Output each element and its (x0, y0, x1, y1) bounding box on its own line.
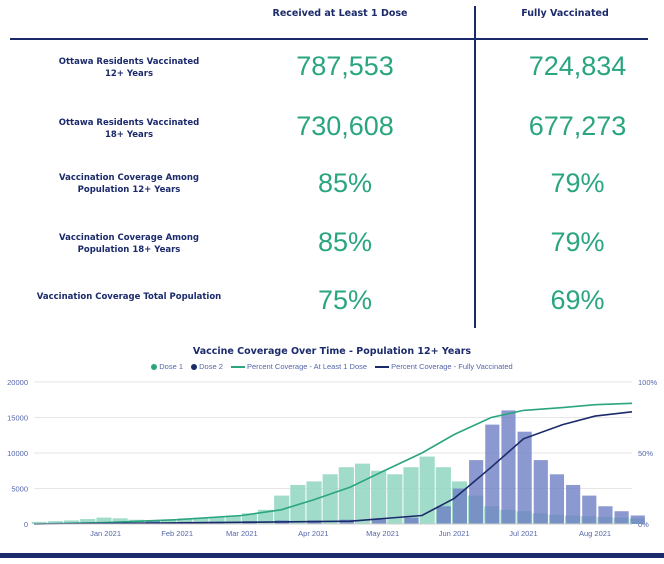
row-label-residents-18plus: Ottawa Residents Vaccinated 18+ Years (14, 117, 244, 141)
bar-dose1 (209, 516, 225, 524)
value-dose1-residents-18plus: 730,608 (296, 111, 394, 141)
value-dose1-coverage-18plus: 85% (317, 227, 373, 257)
row-label-line2: 12+ Years (104, 69, 154, 79)
row-label-coverage-18plus: Vaccination Coverage Among Population 18… (14, 232, 244, 256)
y2-tick-label: 100% (638, 378, 658, 387)
bar-dose1 (354, 463, 371, 524)
row-label-line1: Vaccination Coverage Among (59, 233, 199, 243)
row-label-line1: Ottawa Residents Vaccinated (58, 118, 200, 128)
x-tick-label: Aug 2021 (579, 529, 611, 538)
bar-dose1 (193, 517, 209, 524)
legend-label: Percent Coverage - At Least 1 Dose (246, 362, 368, 371)
bar-dose2 (517, 431, 532, 524)
bar-dose1 (112, 518, 128, 524)
header-divider (10, 38, 648, 40)
bar-dose1 (160, 519, 177, 524)
bar-dose2 (549, 474, 565, 524)
row-label-line2: Population 12+ Years (77, 185, 181, 195)
bar-dose2 (372, 519, 387, 524)
bar-dose1 (177, 518, 193, 524)
bar-dose2 (614, 511, 629, 524)
value-dose1-residents-12plus: 787,553 (296, 51, 394, 81)
line-coverage-full (33, 411, 633, 525)
column-divider (474, 6, 476, 328)
row-label-line1: Vaccination Coverage Among (59, 173, 199, 183)
bar-dose1 (225, 515, 241, 524)
column-header-dose1: Received at Least 1 Dose (272, 8, 408, 19)
bar-dose2 (582, 495, 597, 524)
value-full-coverage-total: 69% (550, 285, 605, 315)
value-full-residents-12plus: 724,834 (528, 51, 627, 81)
y-tick-label: 15000 (7, 414, 28, 423)
legend-label: Percent Coverage - Fully Vaccinated (391, 362, 513, 371)
legend-item-coverage-full[interactable]: Percent Coverage - Fully Vaccinated (375, 362, 513, 371)
line-coverage-dose1 (33, 402, 633, 525)
y-tick-label: 20000 (7, 378, 28, 387)
legend-swatch-coverage-dose1 (230, 366, 245, 369)
bar-dose1 (322, 474, 338, 524)
x-tick-label: May 2021 (366, 529, 399, 538)
x-tick-label: Feb 2021 (161, 529, 193, 538)
column-header-fully-vaccinated: Fully Vaccinated (521, 8, 609, 19)
x-tick-label: Jan 2021 (90, 529, 121, 538)
legend-item-coverage-dose1[interactable]: Percent Coverage - At Least 1 Dose (230, 362, 368, 371)
bar-dose1 (241, 513, 257, 524)
legend-swatch-dose1 (151, 364, 158, 371)
bar-dose1 (403, 467, 419, 524)
value-full-coverage-18plus: 79% (550, 227, 605, 257)
bar-dose1 (31, 521, 47, 524)
value-full-residents-18plus: 677,273 (528, 111, 627, 141)
bar-dose1 (64, 520, 80, 524)
bar-dose2 (485, 424, 500, 524)
y-tick-label: 5000 (11, 485, 28, 494)
vaccine-coverage-chart: 0 5000 10000 15000 20000 0% 50% 100% Jan 2021 Feb… (7, 378, 658, 538)
footer-bar (0, 553, 664, 558)
bar-dose1 (338, 467, 354, 524)
chart-title: Vaccine Coverage Over Time - Population … (192, 346, 472, 357)
x-tick-label: Jul 2021 (509, 529, 537, 538)
bar-dose1 (387, 474, 403, 524)
bar-dose1 (47, 521, 64, 524)
bar-dose1 (80, 519, 96, 524)
row-label-line2: 18+ Years (104, 130, 154, 140)
y2-tick-label: 50% (638, 449, 653, 458)
row-label-coverage-total: Vaccination Coverage Total Population (14, 291, 244, 303)
row-label-line1: Vaccination Coverage Total Population (36, 292, 222, 302)
bar-dose2 (630, 515, 645, 524)
bar-dose2 (566, 484, 581, 524)
y-tick-label: 0 (24, 520, 28, 529)
bar-dose1 (306, 481, 322, 524)
y2-tick-label: 0% (638, 520, 649, 529)
bar-dose1 (419, 456, 435, 524)
bar-dose1 (96, 517, 112, 524)
bar-dose2 (404, 517, 419, 524)
bar-dose2 (533, 460, 548, 524)
row-label-line2: Population 18+ Years (77, 245, 181, 255)
x-tick-label: Apr 2021 (298, 529, 328, 538)
bar-dose1 (371, 470, 387, 524)
row-label-residents-12plus: Ottawa Residents Vaccinated 12+ Years (14, 56, 244, 80)
legend-swatch-coverage-full (375, 366, 390, 369)
legend-swatch-dose2 (191, 364, 198, 371)
value-full-coverage-12plus: 79% (550, 168, 605, 198)
row-label-coverage-12plus: Vaccination Coverage Among Population 12… (14, 172, 244, 196)
legend-label: Dose 1 (159, 362, 184, 371)
bar-dose2 (436, 506, 451, 524)
x-tick-label: Mar 2021 (226, 529, 258, 538)
legend-item-dose1[interactable]: Dose 1 (151, 362, 183, 371)
value-dose1-coverage-12plus: 85% (317, 168, 373, 198)
chart-legend: Dose 1 Dose 2 Percent Coverage - At Leas… (0, 362, 664, 371)
x-tick-label: Jun 2021 (439, 529, 470, 538)
bar-dose2 (469, 460, 484, 524)
legend-item-dose2[interactable]: Dose 2 (191, 362, 223, 371)
y-tick-label: 10000 (7, 449, 28, 458)
bar-dose2 (598, 506, 613, 524)
row-label-line1: Ottawa Residents Vaccinated (58, 57, 200, 67)
legend-label: Dose 2 (199, 362, 223, 371)
value-dose1-coverage-total: 75% (317, 285, 373, 315)
bar-dose2 (501, 410, 516, 524)
